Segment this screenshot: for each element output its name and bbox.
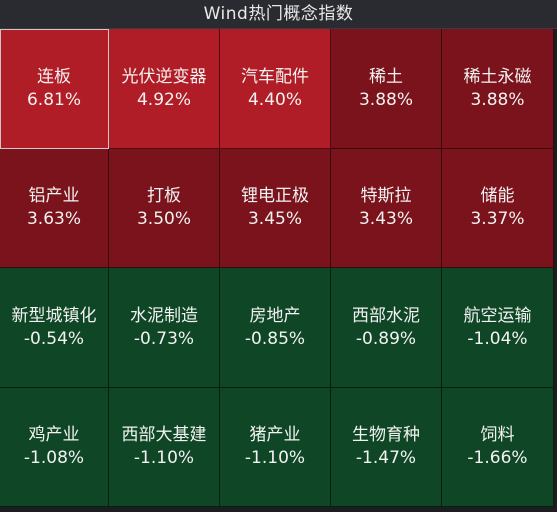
concept-tile[interactable]: 光伏逆变器 4.92%: [109, 29, 220, 149]
concept-name: 稀土永磁: [463, 66, 532, 87]
concept-change: -1.66%: [467, 448, 528, 468]
concept-tile[interactable]: 鸡产业 -1.08%: [0, 388, 109, 507]
concept-tile[interactable]: 稀土永磁 3.88%: [442, 29, 554, 149]
concept-name: 生物育种: [352, 425, 420, 445]
concept-change: 3.63%: [26, 209, 81, 229]
concept-name: 汽车配件: [241, 66, 309, 87]
concept-name: 稀土: [369, 66, 403, 87]
concept-tile[interactable]: 锂电正极 3.45%: [220, 149, 331, 268]
concept-tile[interactable]: 西部水泥 -0.89%: [331, 268, 442, 388]
concept-change: 3.50%: [136, 209, 191, 229]
concept-change: 3.88%: [358, 89, 413, 110]
concept-change: 4.92%: [136, 89, 191, 110]
concept-change: -1.47%: [355, 448, 417, 468]
concept-change: 3.43%: [358, 209, 413, 229]
concept-name: 储能: [480, 186, 515, 206]
concept-name: 西部水泥: [352, 305, 420, 326]
concept-tile[interactable]: 饲料 -1.66%: [442, 388, 554, 507]
concept-tile[interactable]: 铝产业 3.63%: [0, 149, 109, 268]
concept-change: -1.08%: [23, 448, 85, 468]
concept-change: 6.81%: [26, 89, 81, 110]
concept-name: 新型城镇化: [11, 305, 97, 326]
concept-name: 西部大基建: [121, 425, 207, 445]
bottom-edge: [0, 507, 557, 512]
concept-tile[interactable]: 打板 3.50%: [109, 149, 220, 268]
concept-tile[interactable]: 房地产 -0.85%: [220, 268, 331, 388]
concept-change: -1.04%: [467, 328, 528, 349]
concept-name: 光伏逆变器: [121, 66, 207, 87]
concept-tile[interactable]: 猪产业 -1.10%: [220, 388, 331, 507]
concept-tile[interactable]: 航空运输 -1.04%: [442, 268, 554, 388]
concept-change: 4.40%: [247, 89, 302, 110]
concept-tile[interactable]: 稀土 3.88%: [331, 29, 442, 149]
concept-change: -1.10%: [244, 448, 306, 468]
concept-tile[interactable]: 水泥制造 -0.73%: [109, 268, 220, 388]
concept-tile[interactable]: 特斯拉 3.43%: [331, 149, 442, 268]
widget-title: Wind热门概念指数: [0, 0, 557, 29]
concept-tile[interactable]: 生物育种 -1.47%: [331, 388, 442, 507]
concept-change: -1.10%: [133, 448, 195, 468]
concept-change: -0.89%: [355, 328, 417, 349]
concept-change: 3.37%: [470, 209, 525, 229]
concept-name: 房地产: [249, 305, 301, 326]
concept-name: 航空运输: [463, 305, 532, 326]
concept-tile[interactable]: 西部大基建 -1.10%: [109, 388, 220, 507]
concept-name: 水泥制造: [130, 305, 198, 326]
concept-change: 3.45%: [247, 209, 302, 229]
concept-change: -0.85%: [244, 328, 306, 349]
concept-tile[interactable]: 连板 6.81%: [0, 29, 109, 149]
concept-change: -0.54%: [23, 328, 85, 349]
concept-tile[interactable]: 新型城镇化 -0.54%: [0, 268, 109, 388]
concept-name: 铝产业: [28, 186, 80, 206]
right-edge: [554, 29, 557, 507]
concept-name: 鸡产业: [28, 425, 80, 445]
concept-name: 猪产业: [249, 425, 301, 445]
concept-tile-grid: 连板 6.81% 光伏逆变器 4.92% 汽车配件 4.40% 稀土 3.88% 稀土永…: [0, 29, 554, 507]
concept-change: -0.73%: [133, 328, 195, 349]
concept-name: 特斯拉: [360, 186, 412, 206]
concept-name: 饲料: [480, 425, 515, 445]
concept-tile[interactable]: 储能 3.37%: [442, 149, 554, 268]
concept-change: 3.88%: [470, 89, 525, 110]
concept-name: 连板: [37, 66, 71, 87]
concept-name: 打板: [147, 186, 181, 206]
concept-name: 锂电正极: [241, 186, 309, 206]
concept-tile[interactable]: 汽车配件 4.40%: [220, 29, 331, 149]
